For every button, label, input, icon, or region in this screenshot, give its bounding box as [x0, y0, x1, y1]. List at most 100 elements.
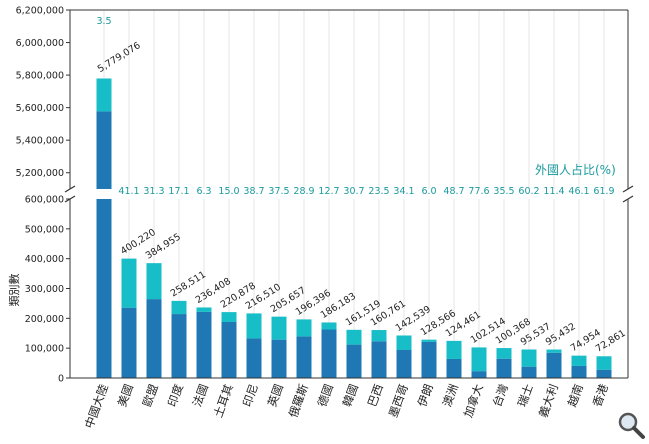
category-label: 香港 [590, 382, 611, 409]
category-label: 巴西 [365, 382, 386, 408]
bar-segment-foreign [496, 348, 512, 359]
axis-break-mark [622, 195, 634, 203]
bar-segment-domestic [571, 365, 587, 378]
category-label: 印度 [165, 382, 186, 409]
y-tick-label: 100,000 [25, 344, 64, 355]
bar-segment-foreign [271, 316, 287, 340]
foreign-share-label: 34.1 [393, 186, 414, 197]
foreign-share-label: 46.1 [568, 186, 589, 197]
bar-segment-foreign [521, 349, 537, 367]
foreign-share-label: 61.9 [593, 186, 614, 197]
y-tick-label: 400,000 [25, 254, 64, 265]
bar-segment-domestic [471, 371, 487, 378]
bar-segment-foreign [346, 329, 362, 345]
foreign-share-label: 37.5 [268, 186, 289, 197]
foreign-share-label: 77.6 [468, 186, 489, 197]
category-label: 印尼 [240, 382, 261, 408]
bar-segment-domestic [446, 358, 462, 378]
foreign-share-label: 41.1 [118, 186, 139, 197]
category-label: 澳洲 [440, 382, 461, 408]
category-labels: 中國大陸 美國 歐盟 印度 法國 土耳其 印尼 英國 俄羅斯 德國 韓國 巴西 墨西哥 伊朗 澳洲 加拿大 台灣… [82, 382, 611, 430]
category-label: 土耳其 [211, 382, 236, 419]
bar-segment-domestic [371, 341, 387, 378]
y-tick-label: 200,000 [25, 314, 64, 325]
bar-segment-domestic [496, 358, 512, 378]
bar-segment-foreign [196, 307, 212, 312]
bar-segment-foreign [371, 330, 387, 342]
bar-segment-domestic [546, 352, 562, 378]
bar-segment-domestic [296, 336, 312, 378]
foreign-share-label: 23.5 [368, 186, 389, 197]
category-label: 德國 [315, 382, 336, 408]
bar-segment-domestic [596, 369, 612, 378]
value-label: 5,779,076 [96, 40, 143, 75]
bar-segment-domestic [421, 341, 437, 378]
foreign-share-label: 6.0 [421, 186, 436, 197]
category-label: 美國 [115, 382, 136, 408]
bar-segment-domestic [246, 338, 262, 378]
category-label: 加拿大 [461, 382, 486, 420]
y-tick-label: 6,200,000 [16, 6, 64, 17]
bar-segment-domestic [146, 299, 162, 378]
foreign-share-label: 60.2 [518, 186, 539, 197]
upper-grid [103, 10, 605, 189]
category-label: 台灣 [490, 382, 511, 408]
bars [96, 78, 612, 378]
bar-segment-foreign [596, 356, 612, 370]
foreign-share-label: 11.4 [543, 186, 564, 197]
bar-segment-foreign [446, 340, 462, 359]
bar-segment-foreign [146, 263, 162, 300]
foreign-share-label: 30.7 [343, 186, 364, 197]
foreign-share-label: 38.7 [243, 186, 264, 197]
bar-segment-foreign [571, 355, 587, 366]
bar-segment-domestic [221, 321, 237, 378]
bar-segment-domestic [121, 307, 137, 378]
y-tick-label: 6,000,000 [16, 38, 64, 49]
y-tick-label: 500,000 [25, 224, 64, 235]
bar-segment-foreign [421, 339, 437, 342]
legend-label: 外國人占比(%) [535, 162, 616, 177]
category-label: 俄羅斯 [286, 382, 311, 420]
y-tick-label: 600,000 [25, 195, 64, 206]
category-label: 歐盟 [140, 382, 161, 408]
foreign-share-label: 15.0 [218, 186, 239, 197]
category-label: 墨西哥 [386, 382, 411, 419]
y-axis-label: 類別數 [8, 274, 21, 307]
foreign-share-label: 35.5 [493, 186, 514, 197]
bar-segment-domestic [96, 111, 112, 189]
bar-segment-foreign [246, 313, 262, 339]
bar-segment-domestic [96, 199, 112, 378]
axis-break-mark [622, 185, 634, 193]
foreign-share-label: 6.3 [196, 186, 211, 197]
category-label: 英國 [265, 382, 286, 408]
bar-segment-domestic [271, 339, 287, 378]
bar-segment-foreign [121, 258, 137, 308]
bar-segment-domestic [171, 314, 187, 378]
category-label: 韓國 [340, 382, 361, 408]
category-label: 義大利 [536, 382, 561, 419]
bar-segment-foreign [296, 319, 312, 337]
bar-segment-domestic [346, 344, 362, 378]
foreign-share-label: 31.3 [143, 186, 164, 197]
bar-segment-domestic [521, 366, 537, 378]
y-tick-label: 5,800,000 [16, 71, 64, 82]
foreign-share-label: 17.1 [168, 186, 189, 197]
bar-segment-foreign [546, 349, 562, 353]
bar-segment-domestic [321, 329, 337, 378]
magnifier-icon[interactable] [616, 410, 646, 440]
y-tick-label: 5,400,000 [16, 136, 64, 147]
bar-segment-foreign [171, 300, 187, 315]
category-label: 瑞士 [515, 382, 536, 408]
y-tick-label: 5,600,000 [16, 103, 64, 114]
category-label: 法國 [190, 382, 211, 408]
y-tick-label: 5,200,000 [16, 168, 64, 179]
foreign-share-label: 28.9 [293, 186, 314, 197]
y-ticks: 5,200,000 5,400,000 5,600,000 5,800,000 6,00… [16, 6, 70, 385]
foreign-share-label: 48.7 [443, 186, 464, 197]
foreign-share-label: 12.7 [318, 186, 339, 197]
bar-segment-foreign [396, 335, 412, 350]
bar-segment-foreign [471, 347, 487, 372]
foreign-share-label: 3.5 [96, 16, 111, 27]
bar-segment-foreign [96, 78, 112, 112]
